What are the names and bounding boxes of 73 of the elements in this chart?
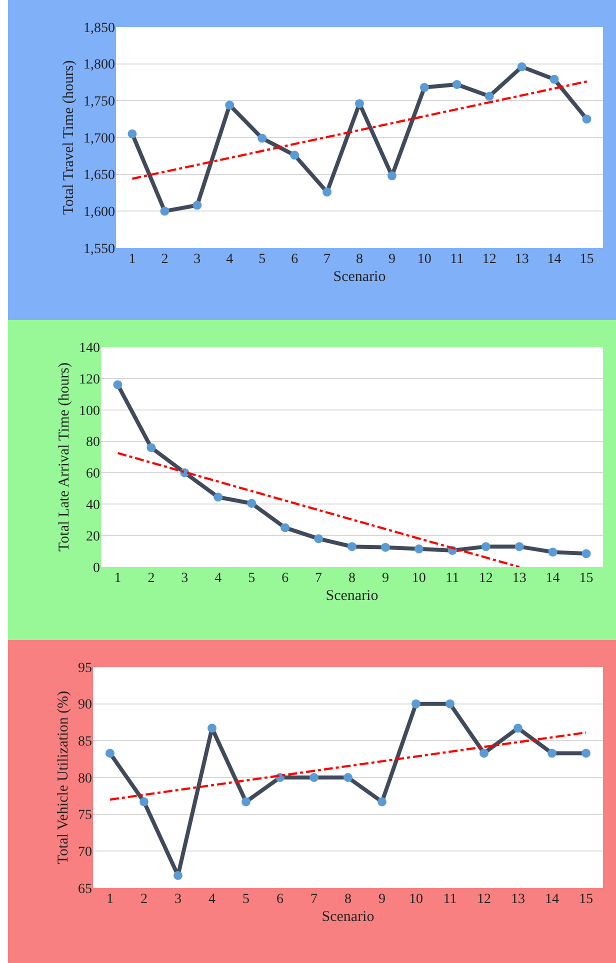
x-tick-label: 2 bbox=[148, 571, 155, 586]
y-tick-label: 1,600 bbox=[84, 205, 115, 220]
x-tick-label: 8 bbox=[348, 571, 356, 586]
x-tick-label: 12 bbox=[477, 892, 491, 907]
x-tick-label: 2 bbox=[161, 252, 168, 267]
x-tick-label: 15 bbox=[579, 892, 593, 907]
x-tick-label: 6 bbox=[276, 892, 284, 907]
y-tick-label: 80 bbox=[78, 771, 92, 786]
y-tick-label: 70 bbox=[78, 845, 92, 860]
y-axis-title: Total Travel Time (hours) bbox=[60, 60, 77, 215]
y-tick-label: 20 bbox=[86, 529, 100, 544]
x-tick-label: 14 bbox=[547, 252, 562, 267]
x-tick-label: 4 bbox=[214, 571, 222, 586]
y-tick-label: 1,800 bbox=[84, 58, 115, 73]
y-tick-label: 95 bbox=[78, 660, 92, 676]
x-tick-label: 12 bbox=[478, 571, 493, 586]
x-tick-label: 2 bbox=[140, 892, 148, 907]
x-tick-label: 15 bbox=[579, 571, 594, 586]
x-tick-label: 10 bbox=[417, 252, 432, 267]
x-tick-label: 5 bbox=[248, 571, 256, 586]
y-tick-label: 140 bbox=[79, 340, 100, 356]
x-tick-label: 7 bbox=[324, 252, 331, 267]
x-tick-label: 9 bbox=[382, 571, 389, 586]
x-tick-label: 9 bbox=[388, 252, 396, 267]
x-tick-label: 7 bbox=[310, 892, 318, 907]
x-tick-label: 9 bbox=[378, 892, 386, 907]
x-tick-label: 11 bbox=[446, 571, 460, 586]
y-tick-label: 1,650 bbox=[84, 168, 115, 184]
x-tick-label: 7 bbox=[315, 571, 322, 586]
x-tick-label: 13 bbox=[514, 252, 529, 267]
x-tick-label: 3 bbox=[194, 252, 201, 267]
y-tick-label: 1,700 bbox=[84, 131, 115, 146]
x-tick-label: 14 bbox=[546, 571, 560, 586]
x-tick-label: 15 bbox=[580, 252, 594, 267]
x-tick-label: 8 bbox=[356, 252, 363, 267]
y-tick-label: 65 bbox=[78, 882, 92, 897]
y-tick-label: 1,550 bbox=[84, 242, 115, 257]
x-tick-label: 1 bbox=[128, 252, 136, 267]
y-tick-label: 120 bbox=[79, 372, 100, 388]
x-axis-title: Scenario bbox=[322, 909, 374, 925]
y-tick-label: 40 bbox=[86, 498, 100, 514]
y-tick-label: 1,850 bbox=[84, 20, 115, 36]
y-tick-label: 85 bbox=[78, 734, 92, 750]
x-tick-label: 5 bbox=[242, 892, 250, 907]
x-tick-label: 5 bbox=[258, 252, 266, 267]
x-axis-title: Scenario bbox=[326, 588, 378, 604]
x-tick-label: 1 bbox=[106, 892, 114, 907]
x-tick-label: 10 bbox=[409, 892, 423, 907]
x-axis-title: Scenario bbox=[333, 269, 386, 285]
x-tick-label: 6 bbox=[282, 571, 289, 586]
y-tick-label: 75 bbox=[78, 808, 92, 824]
x-tick-label: 8 bbox=[344, 892, 352, 907]
x-tick-label: 11 bbox=[450, 252, 464, 267]
y-tick-label: 90 bbox=[78, 698, 92, 713]
y-tick-label: 80 bbox=[86, 435, 100, 450]
y-axis-title: Total Late Arrival Time (hours) bbox=[56, 362, 72, 552]
x-tick-label: 4 bbox=[226, 252, 234, 267]
x-tick-label: 13 bbox=[512, 571, 526, 586]
y-tick-label: 60 bbox=[86, 466, 100, 482]
x-tick-label: 13 bbox=[511, 892, 525, 907]
x-tick-label: 14 bbox=[545, 892, 559, 907]
x-tick-label: 3 bbox=[174, 892, 182, 907]
x-tick-label: 4 bbox=[208, 892, 216, 907]
y-tick-label: 1,750 bbox=[84, 94, 115, 110]
x-tick-label: 6 bbox=[291, 252, 298, 267]
x-tick-label: 10 bbox=[412, 571, 426, 586]
x-tick-label: 12 bbox=[482, 252, 496, 267]
y-axis-title: Total Vehicle Utilization (%) bbox=[55, 690, 72, 864]
x-tick-label: 11 bbox=[443, 892, 457, 907]
x-tick-label: 1 bbox=[114, 571, 122, 586]
y-tick-label: 0 bbox=[93, 560, 100, 576]
x-tick-label: 3 bbox=[181, 571, 188, 586]
y-tick-label: 100 bbox=[79, 404, 100, 419]
